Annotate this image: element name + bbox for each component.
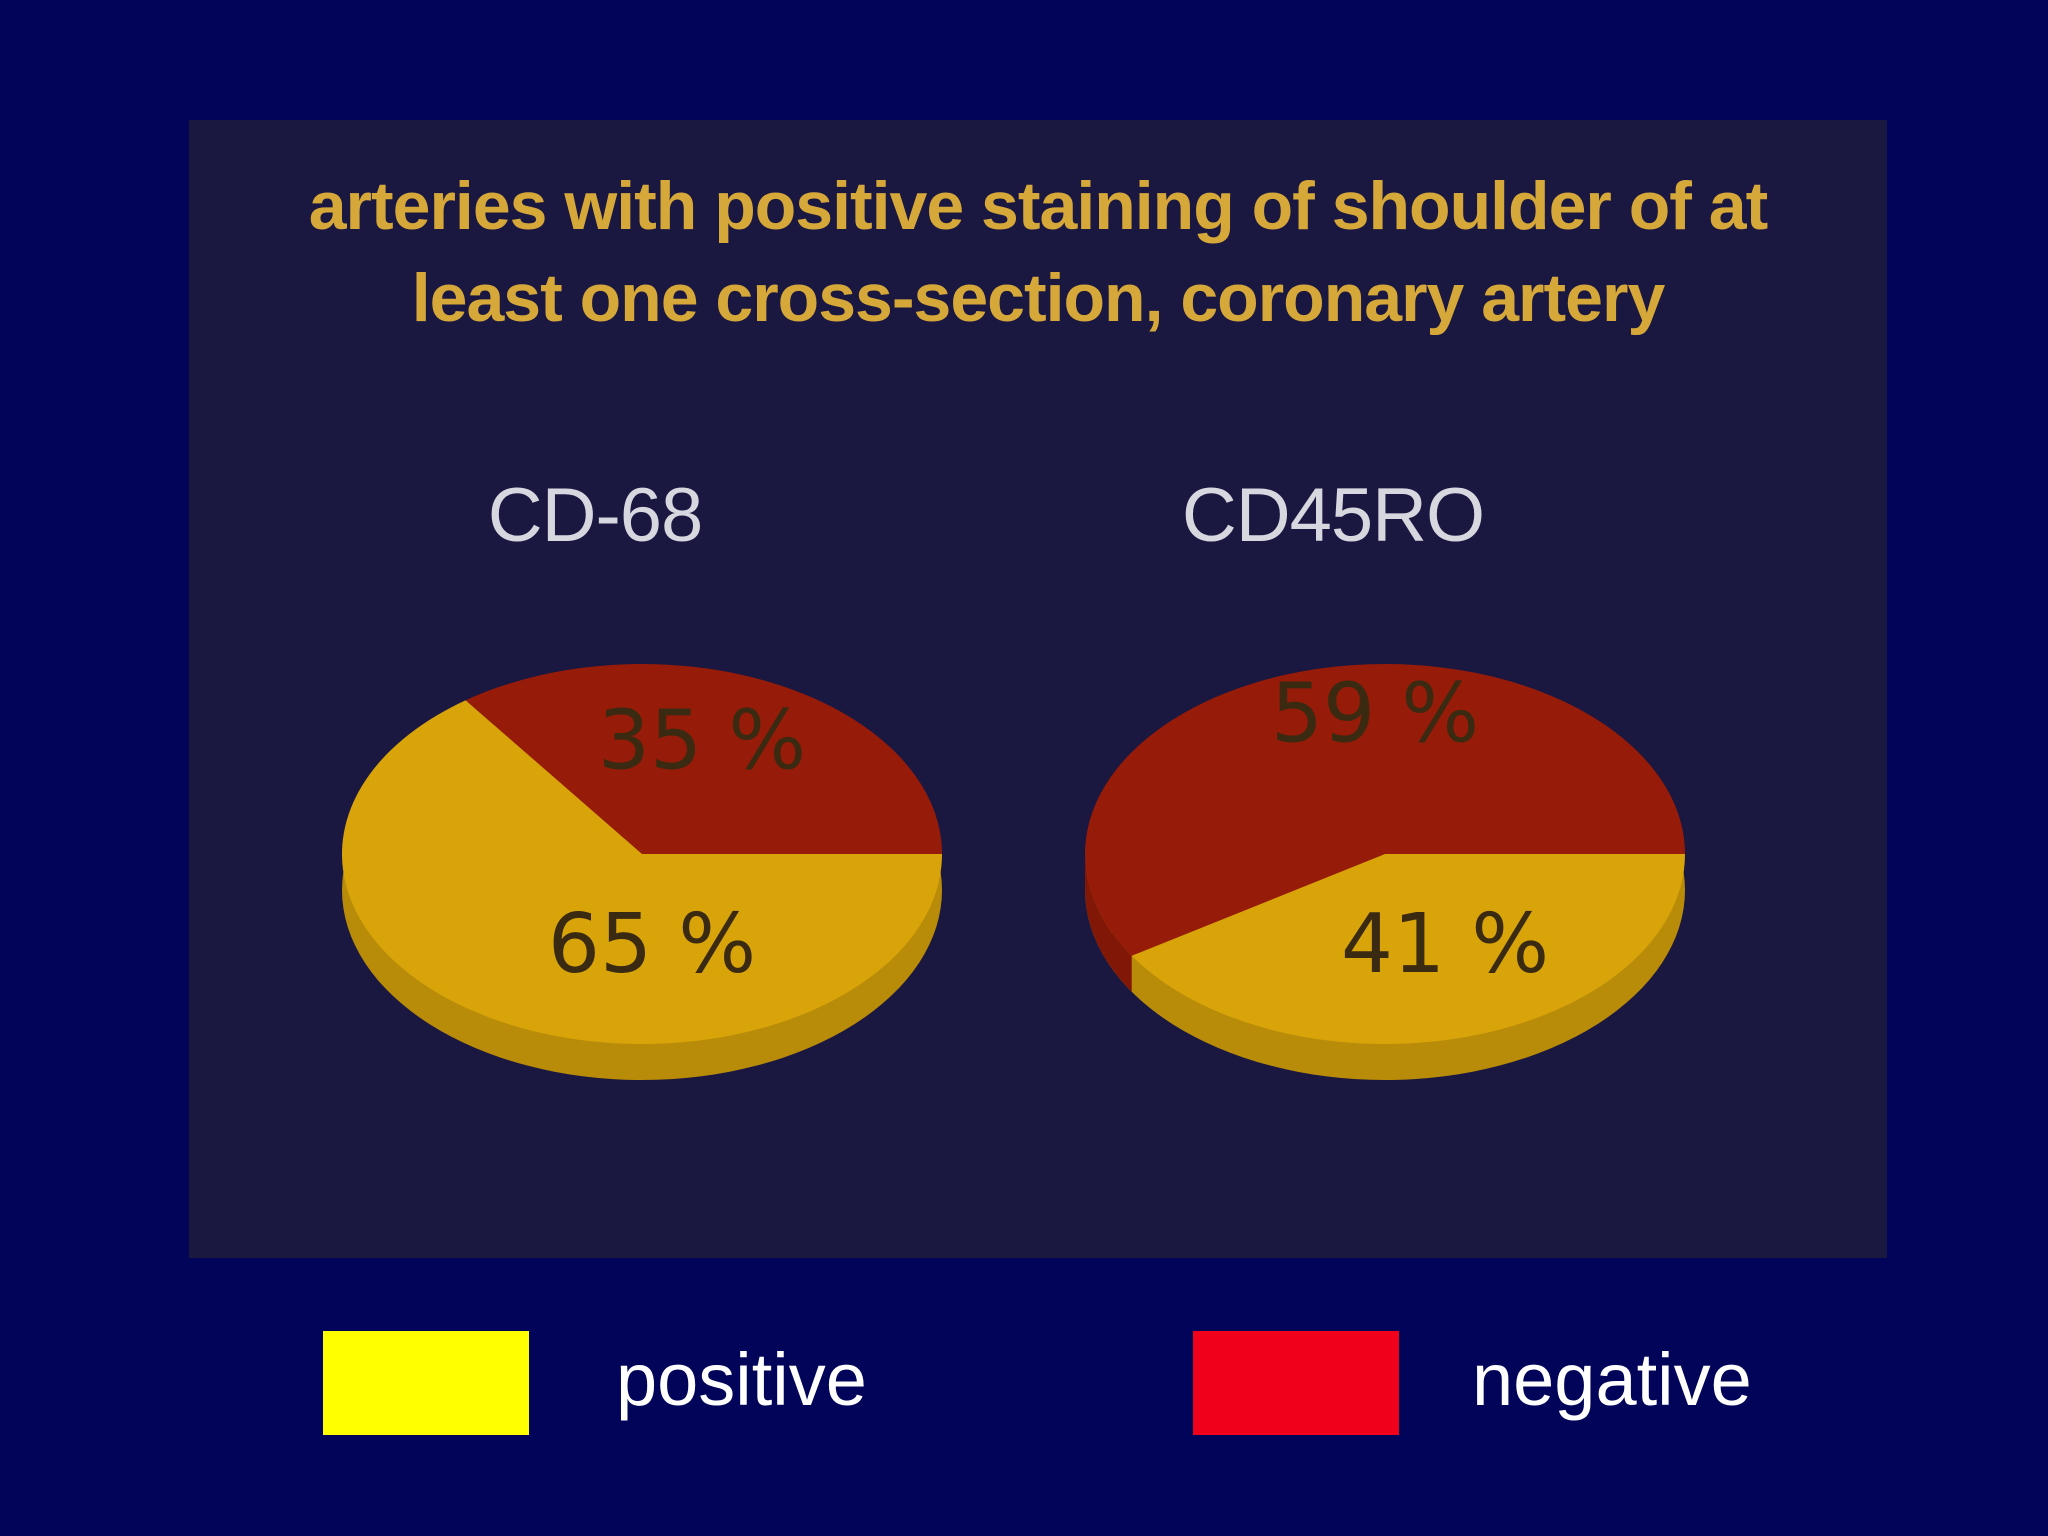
slice-label-positive: 65 % — [548, 897, 756, 992]
pie-cd45ro: 59 % 41 % — [1084, 664, 1685, 1080]
chart-title-line-2: least one cross-section, coronary artery — [411, 260, 1666, 336]
chart-title-line-1: arteries with positive staining of shoul… — [308, 168, 1769, 244]
pie-cd68: 35 % 65 % — [341, 664, 942, 1080]
slice-positive — [341, 700, 942, 1044]
slice-label-negative: 59 % — [1271, 667, 1479, 762]
legend-swatch-positive — [323, 1331, 529, 1435]
slice-negative — [1084, 664, 1685, 956]
slice-negative — [465, 664, 942, 854]
slice-label-positive: 41 % — [1341, 897, 1549, 992]
legend-swatch-negative — [1193, 1331, 1399, 1435]
slice-label-negative: 35 % — [598, 694, 806, 789]
chart-panel: arteries with positive staining of shoul… — [189, 120, 1887, 1258]
chart-title: arteries with positive staining of shoul… — [189, 160, 1887, 344]
legend: positive negative — [0, 1310, 2048, 1450]
pie-label-cd45ro: CD45RO — [1181, 473, 1485, 558]
slice-negative-side — [1085, 854, 1132, 992]
legend-label-positive: positive — [616, 1338, 867, 1421]
pie-label-cd68: CD-68 — [487, 473, 704, 558]
legend-label-negative: negative — [1472, 1338, 1752, 1421]
pie-charts: 35 % 65 % 59 % 41 % — [341, 664, 1685, 1080]
slice-positive — [1131, 854, 1685, 1045]
